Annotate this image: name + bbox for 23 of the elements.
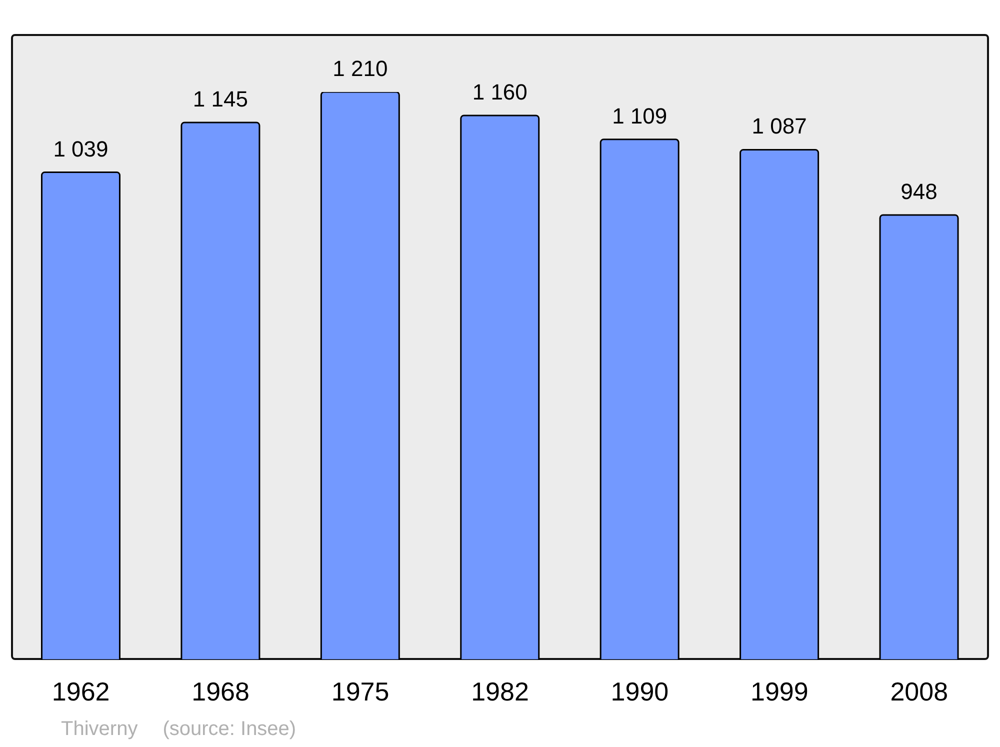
text: Thiverny bbox=[61, 718, 138, 741]
bar bbox=[180, 122, 260, 660]
bar bbox=[740, 148, 820, 660]
bar bbox=[40, 172, 120, 660]
x-tick-label: 2008 bbox=[890, 676, 948, 706]
x-tick-label: 1962 bbox=[52, 676, 110, 706]
x-tick-label: 1975 bbox=[331, 676, 390, 706]
data-label: 1 145 bbox=[192, 86, 248, 112]
bar bbox=[879, 214, 959, 660]
text: (source: Insee) bbox=[162, 718, 296, 741]
bar bbox=[600, 138, 680, 660]
x-tick-label: 1968 bbox=[192, 676, 250, 706]
data-label: 1 087 bbox=[752, 114, 807, 139]
data-label: 1 210 bbox=[332, 56, 388, 81]
x-tick-label: 1982 bbox=[471, 676, 529, 706]
x-tick-label: 1990 bbox=[610, 676, 669, 706]
data-label: 948 bbox=[900, 178, 938, 204]
bar bbox=[320, 92, 400, 660]
data-label: 1 160 bbox=[472, 79, 528, 104]
data-label: 1 039 bbox=[53, 136, 108, 162]
x-tick-label: 1999 bbox=[750, 676, 808, 706]
bar bbox=[460, 114, 540, 660]
data-label: 1 109 bbox=[612, 103, 668, 128]
